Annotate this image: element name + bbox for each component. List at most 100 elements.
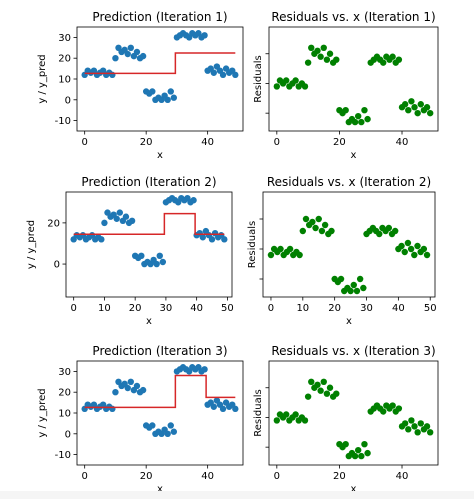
data-point [170,428,178,435]
data-point [219,71,227,79]
x-tick-label: 0 [70,303,76,314]
prediction-line [84,52,236,75]
x-tick-label: 0 [274,471,280,482]
residual-point [299,227,307,235]
residual-point [407,245,415,253]
residual-point [414,429,421,436]
x-tick-label: 20 [140,471,153,482]
plot-area [273,378,434,460]
panel-6: Residuals vs. x (Iteration 3) 0 20 40 x Resid… [253,344,439,491]
x-tick-label: 30 [360,303,373,314]
x-tick-label: 50 [424,303,437,314]
y-tick-label: 20 [47,218,60,229]
residual-point [360,284,367,292]
residual-point [326,50,334,57]
panel-3: Prediction (Iteration 2) 0 10 20 30 40 50 0 20 x y… [26,175,234,327]
residual-point [292,77,299,84]
residual-point [315,215,322,223]
residual-point [292,411,299,418]
data-point [232,71,239,79]
residual-point [411,423,418,430]
data-point [128,217,136,225]
panel-5: Prediction (Iteration 3) 0 20 40 -10 0 10 20 30 x… [37,344,244,491]
x-tick-label: 0 [268,303,274,314]
data-point [127,44,134,51]
residual-point [320,44,327,51]
residual-point [323,390,331,397]
x-axis-label: x [351,150,357,161]
data-point [124,50,131,58]
residual-point [304,59,312,66]
residual-point [267,251,275,259]
residual-point [333,56,340,63]
data-point [139,386,147,394]
residual-point [356,275,364,283]
residual-point [364,449,371,457]
residual-point [354,112,362,120]
y-tick-label: 30 [58,367,71,378]
residual-point [286,245,294,253]
residual-point [401,248,408,256]
panel-1: Prediction (Iteration 1) 0 20 40 -10 0 10 20 30 x… [37,10,244,161]
residual-point [408,417,415,424]
residual-point [401,420,409,427]
residual-point [414,242,421,250]
footer-strip [0,491,474,499]
residual-point [358,452,365,460]
residual-point [337,275,345,283]
data-point [113,215,120,222]
data-point [109,405,116,413]
y-axis-label: Residuals [253,389,264,436]
data-point [219,405,227,413]
residual-point [391,227,399,235]
residual-point [401,101,409,108]
y-axis-label: Residuals [253,55,264,102]
data-point [201,32,208,39]
residual-point [302,215,310,223]
residual-point [420,245,428,253]
x-tick-label: 40 [201,137,214,148]
data-point [112,389,119,396]
chart-title: Residuals vs. x (Iteration 2) [267,175,431,189]
x-tick-label: 20 [140,137,153,148]
data-point [149,422,156,429]
residual-point [417,101,424,108]
y-tick-label: 20 [58,388,71,399]
residual-point [283,411,290,418]
x-tick-label: 40 [396,471,409,482]
residual-point [395,56,403,63]
data-point [199,234,206,241]
x-tick-label: 10 [296,303,309,314]
plot-area [81,30,239,104]
data-point [124,384,131,392]
residual-point [347,287,354,295]
axes-frame [76,26,244,132]
data-point [159,258,167,266]
data-point [167,422,174,429]
residual-point [354,446,362,454]
prediction-line [73,212,225,235]
data-point [101,219,108,227]
residual-point [318,227,326,235]
y-tick-label: -10 [55,116,71,127]
data-point [138,252,145,260]
y-tick-label: 10 [58,409,71,420]
residual-point [417,420,424,427]
residual-point [326,384,334,391]
x-axis-label: x [346,316,352,327]
chart-title: Prediction (Iteration 3) [92,344,227,358]
data-point [232,405,239,413]
residual-point [411,251,418,259]
data-point [164,96,171,104]
data-point [139,52,147,60]
data-point [210,403,217,410]
residual-point [376,230,383,238]
data-point [109,71,116,79]
x-tick-label: 20 [328,303,341,314]
residual-point [342,107,349,114]
data-point [122,213,130,220]
y-axis-label: y / y_pred [26,220,37,269]
x-tick-label: 40 [392,303,405,314]
y-tick-label: 0 [54,260,60,271]
y-tick-label: 20 [58,54,71,65]
